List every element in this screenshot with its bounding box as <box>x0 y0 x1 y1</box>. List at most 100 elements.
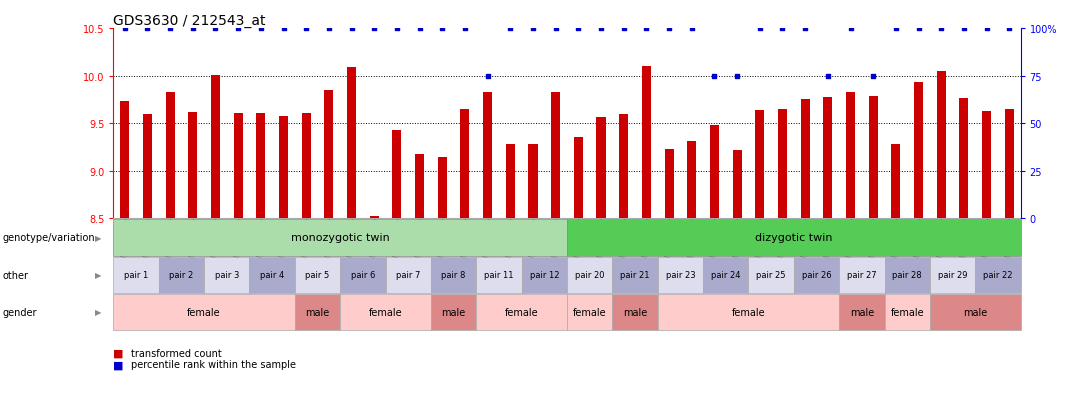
Text: pair 6: pair 6 <box>351 271 375 280</box>
Point <box>660 26 678 32</box>
Point <box>410 26 428 32</box>
Point <box>206 26 225 32</box>
Bar <box>868 96 878 219</box>
Point <box>184 26 201 32</box>
Text: gender: gender <box>2 307 37 317</box>
Point <box>978 26 996 32</box>
Bar <box>256 114 266 219</box>
Bar <box>619 114 629 219</box>
Bar <box>914 83 923 219</box>
Point <box>592 26 609 32</box>
Bar <box>710 126 719 219</box>
Point <box>343 26 361 32</box>
Text: male: male <box>963 307 987 317</box>
Point <box>365 26 382 32</box>
Point <box>616 26 633 32</box>
Point <box>684 26 701 32</box>
Bar <box>551 93 561 219</box>
Bar <box>982 112 991 219</box>
Text: pair 7: pair 7 <box>396 271 420 280</box>
Point <box>797 26 814 32</box>
Point <box>525 26 542 32</box>
Text: pair 11: pair 11 <box>484 271 514 280</box>
Text: pair 26: pair 26 <box>801 271 832 280</box>
Text: other: other <box>2 270 28 280</box>
Text: female: female <box>368 307 403 317</box>
Text: monozygotic twin: monozygotic twin <box>291 233 390 243</box>
Point <box>138 26 156 32</box>
Text: transformed count: transformed count <box>131 348 221 358</box>
Text: ■: ■ <box>113 348 124 358</box>
Point <box>389 26 406 32</box>
Bar <box>936 71 946 219</box>
Text: ▶: ▶ <box>95 308 102 317</box>
Text: pair 20: pair 20 <box>575 271 605 280</box>
Point <box>820 73 837 80</box>
Point <box>1000 26 1017 32</box>
Text: pair 21: pair 21 <box>620 271 650 280</box>
Point <box>752 26 769 32</box>
Point <box>728 73 745 80</box>
Point <box>570 26 588 32</box>
Point <box>229 26 246 32</box>
Point <box>480 73 497 80</box>
Bar <box>1004 109 1014 219</box>
Text: pair 12: pair 12 <box>529 271 559 280</box>
Text: dizygotic twin: dizygotic twin <box>755 233 833 243</box>
Bar <box>596 117 606 219</box>
Point <box>456 26 473 32</box>
Bar <box>143 114 152 219</box>
Bar <box>687 142 697 219</box>
Bar <box>755 111 765 219</box>
Text: female: female <box>572 307 607 317</box>
Point <box>252 26 270 32</box>
Text: pair 22: pair 22 <box>983 271 1013 280</box>
Bar <box>528 145 538 219</box>
Text: pair 4: pair 4 <box>260 271 284 280</box>
Text: pair 27: pair 27 <box>847 271 877 280</box>
Text: pair 1: pair 1 <box>124 271 148 280</box>
Bar <box>664 150 674 219</box>
Text: ▶: ▶ <box>95 271 102 280</box>
Text: pair 3: pair 3 <box>215 271 239 280</box>
Point <box>909 26 927 32</box>
Bar <box>437 158 447 219</box>
Bar <box>324 91 334 219</box>
Text: female: female <box>731 307 766 317</box>
Text: pair 5: pair 5 <box>306 271 329 280</box>
Point <box>546 26 564 32</box>
Bar <box>460 109 470 219</box>
Point <box>274 26 292 32</box>
Text: percentile rank within the sample: percentile rank within the sample <box>131 359 296 369</box>
Text: pair 23: pair 23 <box>665 271 696 280</box>
Text: male: male <box>623 307 647 317</box>
Bar <box>211 76 220 219</box>
Point <box>117 26 134 32</box>
Bar <box>483 93 492 219</box>
Text: ■: ■ <box>113 359 124 369</box>
Text: pair 8: pair 8 <box>442 271 465 280</box>
Bar <box>800 100 810 219</box>
Point <box>888 26 905 32</box>
Text: pair 2: pair 2 <box>170 271 193 280</box>
Text: genotype/variation: genotype/variation <box>2 233 95 243</box>
Point <box>501 26 519 32</box>
Text: pair 25: pair 25 <box>756 271 786 280</box>
Point <box>842 26 860 32</box>
Bar <box>959 99 969 219</box>
Point <box>321 26 338 32</box>
Text: male: male <box>850 307 874 317</box>
Bar <box>573 138 583 219</box>
Bar <box>415 154 424 219</box>
Text: pair 28: pair 28 <box>892 271 922 280</box>
Bar <box>846 93 855 219</box>
Bar <box>392 131 402 219</box>
Bar <box>301 114 311 219</box>
Bar <box>369 216 379 219</box>
Point <box>933 26 950 32</box>
Bar <box>165 93 175 219</box>
Bar <box>347 68 356 219</box>
Point <box>773 26 791 32</box>
Point <box>162 26 179 32</box>
Bar <box>279 116 288 219</box>
